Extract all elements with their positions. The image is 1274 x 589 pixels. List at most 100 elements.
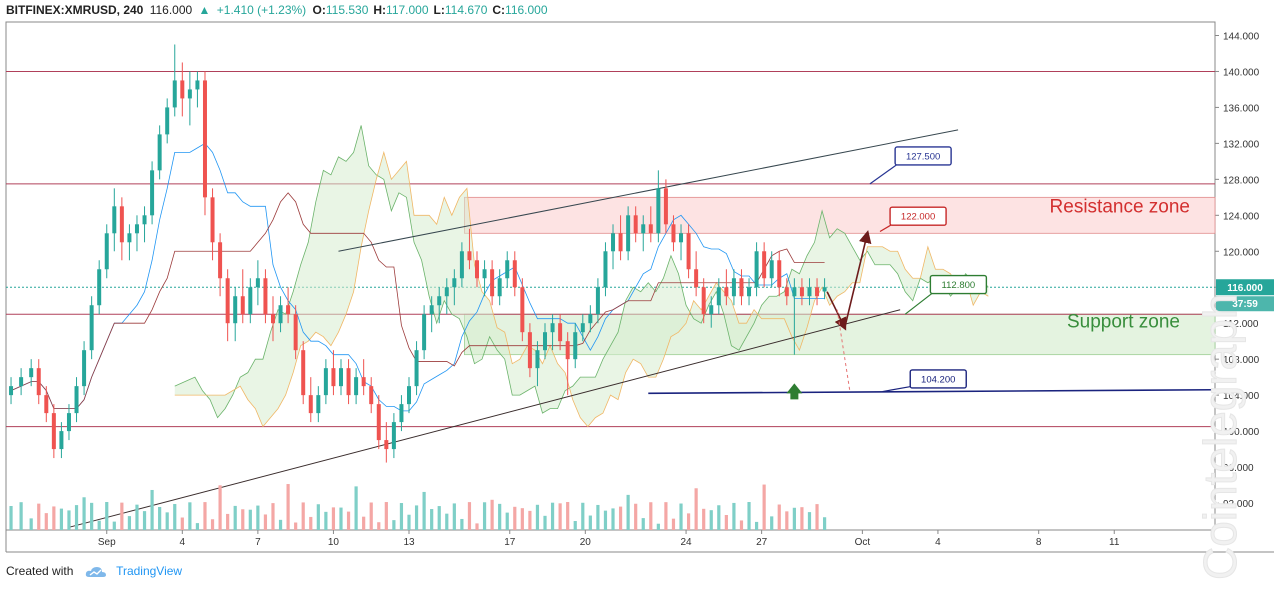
volume-bar bbox=[822, 517, 827, 530]
candle-down bbox=[467, 251, 472, 261]
volume-bar bbox=[52, 506, 56, 530]
candle-down bbox=[512, 260, 517, 288]
callout-pointer bbox=[869, 162, 900, 185]
candle-down bbox=[633, 215, 638, 234]
volume-bar bbox=[611, 508, 615, 530]
price-callout-label: 112.800 bbox=[942, 280, 976, 291]
volume-bar bbox=[19, 502, 23, 530]
candle-up bbox=[172, 80, 177, 108]
volume-bar bbox=[369, 502, 373, 530]
candle-up bbox=[543, 332, 548, 351]
volume-bar bbox=[679, 503, 683, 530]
tradingview-cloud-icon bbox=[85, 566, 106, 577]
candle-up bbox=[769, 260, 774, 279]
volume-bar bbox=[97, 520, 101, 530]
ohlc-readout: O:115.530 H:117.000 L:114.670 C:116.000 bbox=[313, 3, 553, 17]
candle-up bbox=[399, 404, 404, 423]
volume-bar bbox=[354, 486, 358, 530]
candle-down bbox=[686, 233, 691, 270]
volume-bar bbox=[709, 510, 713, 530]
x-tick-label: 4 bbox=[180, 537, 186, 548]
candle-down bbox=[301, 350, 306, 396]
candle-up bbox=[74, 386, 79, 414]
volume-bar bbox=[210, 519, 215, 530]
candle-down bbox=[648, 224, 653, 234]
volume-bar bbox=[127, 516, 132, 530]
volume-bar bbox=[59, 508, 64, 530]
volume-bar bbox=[482, 502, 487, 530]
candle-down bbox=[210, 197, 215, 243]
candle-up bbox=[407, 386, 411, 405]
cloud-span-a bbox=[174, 125, 989, 419]
volume-bar bbox=[603, 510, 608, 530]
candle-up bbox=[422, 314, 427, 351]
volume-bar bbox=[762, 484, 766, 530]
candle-up bbox=[822, 287, 827, 292]
y-tick-label: 100.000 bbox=[1223, 427, 1260, 438]
volume-bar bbox=[384, 502, 388, 530]
candle-down bbox=[739, 278, 744, 297]
volume-bar bbox=[445, 513, 449, 530]
change-arrow-icon: ▲ bbox=[198, 3, 211, 17]
volume-bar bbox=[158, 506, 162, 530]
symbol-label[interactable]: BITFINEX:XMRUSD, 240 bbox=[6, 3, 144, 17]
candle-up bbox=[535, 350, 540, 369]
candle-down bbox=[701, 287, 706, 315]
volume-bar bbox=[475, 523, 479, 530]
tradingview-link[interactable]: TradingView bbox=[116, 564, 183, 578]
volume-bar bbox=[105, 502, 109, 530]
candle-down bbox=[361, 377, 366, 387]
callout-pointer bbox=[882, 385, 915, 393]
volume-bar bbox=[664, 502, 668, 530]
volume-bar bbox=[558, 503, 562, 530]
close-value: 116.000 bbox=[505, 3, 548, 17]
volume-bar bbox=[226, 513, 230, 530]
candle-up bbox=[157, 134, 162, 171]
price-change: +1.410 (+1.23%) bbox=[216, 3, 307, 17]
candle-up bbox=[573, 332, 578, 360]
candle-up bbox=[505, 260, 510, 279]
last-price-tag bbox=[1216, 279, 1274, 296]
price-callout-label: 127.500 bbox=[906, 151, 940, 162]
close-label: C: bbox=[492, 3, 506, 17]
watermark-text: Cointelegraph bbox=[1198, 294, 1246, 580]
candle-down bbox=[784, 287, 789, 297]
candle-up bbox=[641, 224, 646, 234]
forecast-arrow-dashed bbox=[836, 309, 851, 391]
candle-down bbox=[671, 224, 676, 243]
volume-bar bbox=[90, 502, 94, 530]
y-tick-label: 108.000 bbox=[1223, 355, 1260, 366]
candle-down bbox=[762, 251, 767, 279]
y-tick-label: 128.000 bbox=[1223, 175, 1260, 186]
x-tick-label: 17 bbox=[504, 537, 516, 548]
y-tick-label: 136.000 bbox=[1223, 103, 1260, 114]
volume-bar bbox=[581, 502, 585, 530]
volume-bar bbox=[195, 523, 200, 530]
volume-bar bbox=[724, 515, 728, 530]
volume-bar bbox=[543, 515, 547, 530]
x-tick-label: 11 bbox=[1109, 537, 1120, 548]
volume-bar bbox=[278, 519, 283, 530]
ichimoku-cloud bbox=[174, 125, 989, 427]
candle-up bbox=[323, 368, 328, 396]
volume-bar bbox=[694, 488, 698, 530]
candle-up bbox=[255, 278, 260, 288]
price-callout-box bbox=[929, 274, 988, 295]
candle-down bbox=[384, 440, 389, 450]
volume-bar bbox=[490, 499, 494, 530]
volume-bar bbox=[37, 503, 41, 530]
x-tick-label: 13 bbox=[403, 537, 415, 548]
open-value: 115.530 bbox=[325, 3, 369, 17]
low-value: 114.670 bbox=[444, 3, 488, 17]
x-tick-label: 7 bbox=[255, 537, 261, 548]
price-chart[interactable]: 144.000 140.000 136.000 132.000 128.000 124.0… bbox=[0, 0, 1274, 560]
y-tick-label: 140.000 bbox=[1223, 67, 1260, 78]
x-tick-label: 27 bbox=[756, 537, 768, 548]
candle-up bbox=[459, 251, 464, 279]
resistance-zone bbox=[464, 196, 1216, 234]
candle-up bbox=[134, 224, 139, 234]
volume-bar bbox=[218, 485, 222, 530]
volume-bar bbox=[301, 502, 305, 530]
resistance-zone-label: Resistance zone bbox=[1050, 197, 1190, 218]
volume-bar bbox=[407, 514, 411, 530]
